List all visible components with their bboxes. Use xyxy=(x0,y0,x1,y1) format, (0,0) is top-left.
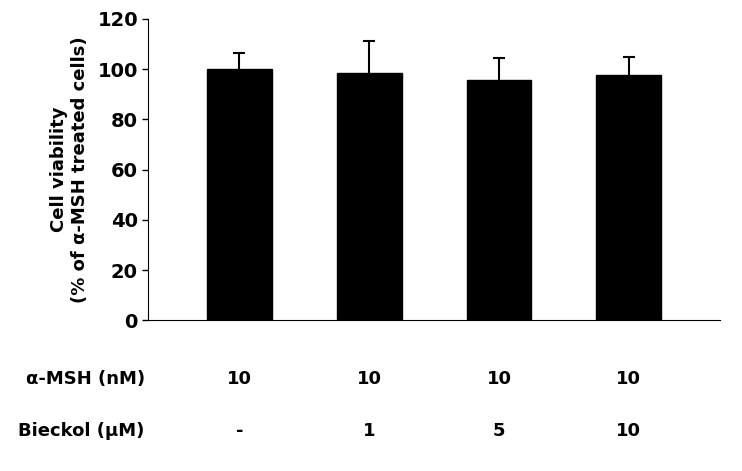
Text: 10: 10 xyxy=(487,370,511,388)
Text: 10: 10 xyxy=(227,370,252,388)
Text: 1: 1 xyxy=(363,422,375,440)
Text: 10: 10 xyxy=(617,422,641,440)
Text: α-MSH (nM): α-MSH (nM) xyxy=(25,370,145,388)
Text: 10: 10 xyxy=(617,370,641,388)
Text: 10: 10 xyxy=(357,370,381,388)
Bar xyxy=(467,81,531,320)
Bar xyxy=(597,75,661,320)
Bar xyxy=(207,69,272,320)
Text: Bieckol (μM): Bieckol (μM) xyxy=(19,422,145,440)
Y-axis label: Cell viability
(% of α-MSH treated cells): Cell viability (% of α-MSH treated cells… xyxy=(50,36,89,303)
Bar xyxy=(337,73,401,320)
Text: -: - xyxy=(235,422,243,440)
Text: 5: 5 xyxy=(493,422,505,440)
